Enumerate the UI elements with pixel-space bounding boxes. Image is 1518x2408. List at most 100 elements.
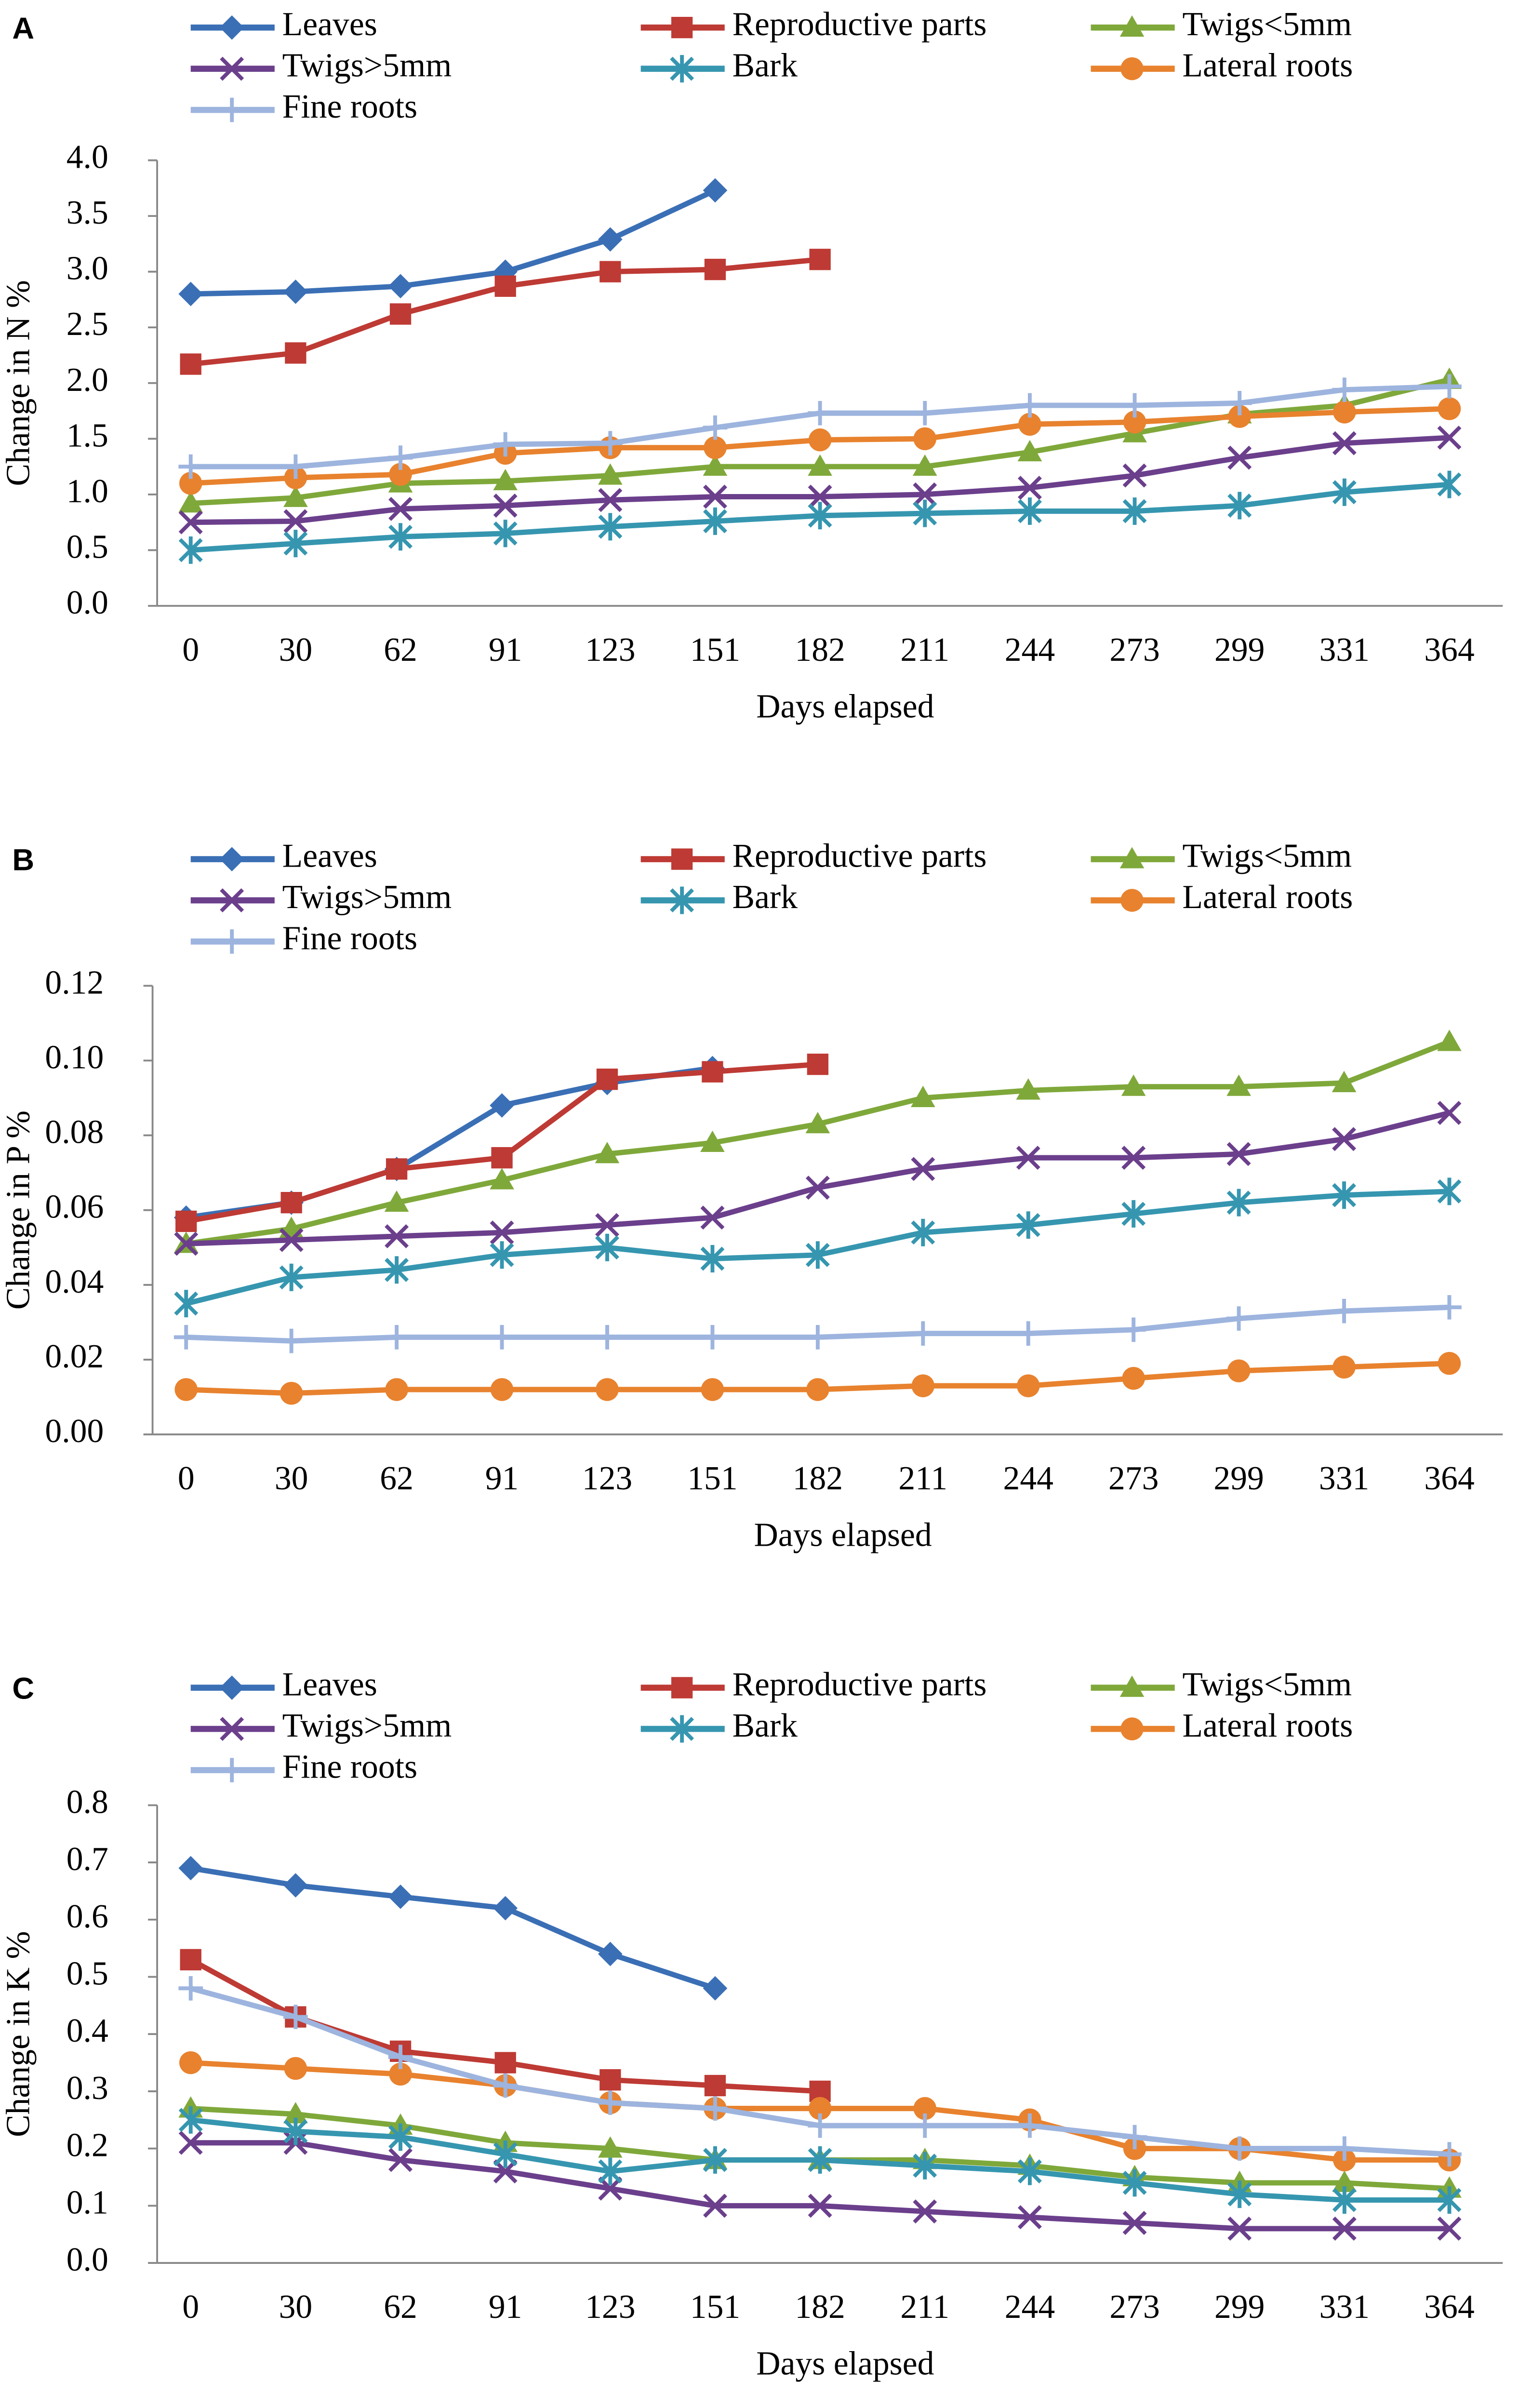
legend-marker bbox=[1119, 15, 1145, 37]
point bbox=[595, 1233, 619, 1261]
point bbox=[1017, 440, 1042, 462]
x-tick-label: 62 bbox=[380, 1460, 413, 1497]
x-tick-label: 0 bbox=[178, 1460, 195, 1497]
legend-label: Lateral roots bbox=[1183, 47, 1353, 84]
y-tick-label: 0.6 bbox=[67, 1898, 108, 1935]
legend-marker bbox=[1119, 1675, 1145, 1697]
point bbox=[174, 1290, 199, 1318]
legend-label: Reproductive parts bbox=[732, 6, 987, 43]
point bbox=[805, 1111, 830, 1134]
point bbox=[388, 523, 413, 551]
point bbox=[595, 1141, 620, 1164]
y-tick-label: 0.8 bbox=[67, 1783, 108, 1820]
x-tick-label: 364 bbox=[1424, 631, 1474, 669]
point bbox=[1438, 1351, 1461, 1375]
y-tick-label: 0.1 bbox=[67, 2184, 108, 2221]
x-tick-label: 299 bbox=[1214, 631, 1265, 669]
x-tick-label: 211 bbox=[900, 2288, 949, 2326]
point bbox=[703, 454, 728, 476]
y-tick-label: 2.5 bbox=[67, 306, 108, 343]
point bbox=[1016, 1146, 1040, 1170]
point bbox=[805, 1241, 830, 1269]
point bbox=[178, 1976, 203, 2001]
point bbox=[1121, 1200, 1146, 1228]
y-tick-label: 0.06 bbox=[45, 1189, 104, 1226]
point bbox=[283, 509, 308, 534]
point bbox=[1123, 410, 1146, 434]
y-tick-label: 1.5 bbox=[67, 417, 108, 454]
x-tick-label: 30 bbox=[279, 2288, 313, 2326]
y-tick-label: 0.2 bbox=[67, 2127, 108, 2164]
point bbox=[913, 2152, 937, 2180]
y-tick-label: 3.5 bbox=[67, 194, 108, 231]
point bbox=[701, 1378, 724, 1401]
x-tick-label: 244 bbox=[1005, 2288, 1055, 2326]
legend-label: Fine roots bbox=[282, 1749, 417, 1786]
x-tick-label: 151 bbox=[690, 631, 740, 669]
point bbox=[283, 530, 308, 558]
point bbox=[490, 1220, 514, 1245]
legend-marker bbox=[1120, 1717, 1144, 1740]
point bbox=[1228, 405, 1251, 428]
legend-marker bbox=[220, 56, 244, 81]
y-tick-label: 0.02 bbox=[45, 1338, 104, 1375]
point bbox=[911, 1321, 935, 1346]
point bbox=[913, 482, 937, 507]
x-axis-title: Days elapsed bbox=[756, 2345, 934, 2382]
legend-label: Twigs<5mm bbox=[1183, 6, 1352, 43]
x-tick-label: 62 bbox=[384, 2288, 417, 2326]
point bbox=[283, 2102, 308, 2124]
point bbox=[385, 1256, 409, 1284]
legend-label: Bark bbox=[732, 879, 798, 916]
legend-marker bbox=[219, 847, 244, 871]
point bbox=[1122, 497, 1147, 525]
point bbox=[1227, 391, 1252, 415]
x-tick-label: 244 bbox=[1005, 631, 1055, 669]
point bbox=[1227, 2136, 1252, 2161]
point bbox=[1016, 1078, 1041, 1100]
point bbox=[911, 1085, 935, 1107]
point bbox=[385, 1378, 408, 1401]
point bbox=[1122, 2169, 1147, 2197]
point bbox=[599, 2069, 621, 2091]
point bbox=[1332, 431, 1357, 455]
point bbox=[1227, 2181, 1252, 2208]
x-tick-label: 182 bbox=[795, 631, 845, 669]
point bbox=[1332, 2186, 1357, 2214]
x-tick-label: 273 bbox=[1109, 631, 1159, 669]
point bbox=[704, 2074, 726, 2097]
legend-label: Fine roots bbox=[282, 88, 417, 125]
x-tick-label: 30 bbox=[279, 631, 313, 669]
x-tick-label: 0 bbox=[182, 2288, 199, 2326]
point bbox=[703, 178, 728, 203]
point bbox=[493, 432, 518, 457]
point bbox=[1121, 1146, 1146, 1170]
point bbox=[1437, 426, 1462, 450]
legend-label: Twigs<5mm bbox=[1183, 838, 1352, 875]
point bbox=[703, 507, 727, 535]
point bbox=[178, 1856, 203, 1881]
point bbox=[180, 353, 201, 375]
legend-label: Twigs<5mm bbox=[1183, 1666, 1352, 1703]
x-tick-label: 273 bbox=[1109, 2288, 1159, 2326]
point bbox=[490, 1241, 514, 1269]
legend-marker bbox=[1120, 57, 1144, 80]
point bbox=[1333, 401, 1356, 424]
legend-marker bbox=[219, 929, 244, 954]
point bbox=[808, 2146, 832, 2174]
point bbox=[704, 258, 726, 281]
legend-marker bbox=[220, 888, 244, 912]
x-tick-label: 299 bbox=[1214, 2288, 1265, 2326]
y-tick-label: 0.7 bbox=[67, 1841, 108, 1878]
point bbox=[596, 1069, 618, 1090]
legend-label: Leaves bbox=[282, 1666, 377, 1703]
point bbox=[703, 2146, 727, 2174]
point bbox=[388, 1884, 413, 1909]
x-tick-label: 91 bbox=[489, 631, 522, 669]
x-tick-label: 364 bbox=[1424, 2288, 1474, 2326]
y-axis-title: Change in N % bbox=[0, 280, 37, 486]
point bbox=[599, 261, 621, 282]
point bbox=[1332, 1355, 1356, 1379]
point bbox=[1332, 1070, 1357, 1092]
